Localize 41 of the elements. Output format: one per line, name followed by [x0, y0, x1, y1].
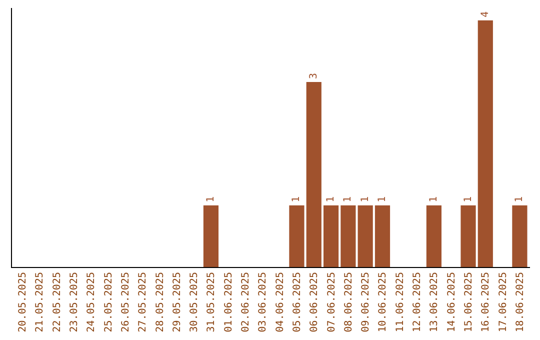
x-tick-label: 07.06.2025	[326, 272, 338, 332]
x-tick-label: 24.05.2025	[86, 272, 98, 332]
x-tick-label: 03.06.2025	[258, 272, 269, 332]
x-tick-label: 14.06.2025	[446, 272, 458, 332]
x-tick-label: 12.06.2025	[412, 272, 424, 332]
x-tick-label: 18.06.2025	[514, 272, 526, 332]
x-tick-label: 01.06.2025	[223, 272, 234, 332]
x-tick-label: 29.05.2025	[172, 272, 183, 332]
x-tick-label: 31.05.2025	[206, 272, 218, 332]
data-label: 4	[480, 11, 491, 18]
data-label: 3	[308, 72, 320, 79]
x-tick-label: 16.06.2025	[480, 272, 492, 332]
x-tick-label: 23.05.2025	[69, 272, 80, 332]
data-label: 1	[291, 196, 302, 202]
x-tick-label: 27.05.2025	[138, 272, 149, 332]
x-tick-label: 09.06.2025	[360, 272, 372, 332]
x-tick-label: 22.05.2025	[52, 272, 63, 332]
x-tick-label: 17.06.2025	[498, 272, 509, 332]
x-tick-label: 21.05.2025	[34, 272, 46, 332]
data-label: 1	[360, 196, 371, 202]
x-tick-label: 28.05.2025	[154, 272, 166, 332]
data-label: 1	[342, 196, 354, 202]
data-label: 1	[376, 196, 388, 202]
x-tick-label: 02.06.2025	[240, 272, 252, 332]
x-tick-label: 25.05.2025	[103, 272, 114, 332]
data-label: 1	[514, 196, 526, 202]
x-tick-label: 20.05.2025	[18, 272, 29, 332]
x-tick-label: 10.06.2025	[378, 272, 389, 332]
data-label: 1	[428, 196, 440, 202]
x-tick-label: 15.06.2025	[464, 272, 474, 332]
x-tick-label: 04.06.2025	[274, 272, 286, 332]
x-tick-label: 13.06.2025	[429, 272, 440, 332]
x-tick-label: 26.05.2025	[120, 272, 132, 332]
x-tick-label: 06.06.2025	[309, 272, 320, 332]
data-label: 1	[326, 196, 337, 202]
x-tick-label: 05.06.2025	[292, 272, 303, 332]
x-tick-label: 08.06.2025	[343, 272, 354, 332]
x-tick-label: 11.06.2025	[394, 272, 406, 332]
data-label: 1	[462, 196, 474, 202]
x-tick-label: 30.05.2025	[189, 272, 200, 332]
data-label: 1	[205, 196, 216, 202]
